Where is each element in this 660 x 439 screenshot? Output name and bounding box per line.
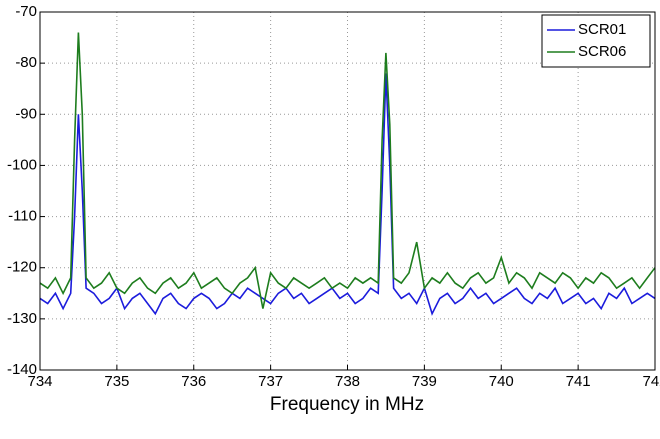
- x-tick-label: 739: [412, 373, 437, 390]
- series-line: [39, 73, 656, 316]
- y-tick-label: -100: [7, 156, 37, 173]
- y-tick-label: -70: [15, 3, 37, 20]
- x-tick-label: 735: [104, 373, 129, 390]
- x-tick-label: 740: [489, 373, 514, 390]
- y-tick-label: -90: [15, 105, 37, 122]
- legend: SCR01 SCR06: [541, 14, 651, 68]
- x-tick-label: 741: [566, 373, 591, 390]
- y-tick-label: -80: [15, 54, 37, 71]
- x-tick-label: 737: [258, 373, 283, 390]
- x-tick-label: 738: [335, 373, 360, 390]
- plot-frame: [39, 11, 656, 371]
- x-tick-label: 736: [181, 373, 206, 390]
- series-line: [39, 32, 656, 309]
- x-tick-label: 742: [642, 373, 660, 390]
- legend-box: [541, 14, 651, 68]
- y-tick-label: -140: [7, 361, 37, 378]
- legend-label: SCR01: [578, 21, 626, 38]
- y-tick-label: -130: [7, 310, 37, 327]
- y-tick-label: -110: [8, 208, 37, 225]
- x-tick-label: 734: [27, 373, 52, 390]
- legend-label: SCR06: [578, 43, 626, 60]
- x-axis-label: Frequency in MHz: [270, 394, 424, 415]
- y-tick-label: -120: [7, 259, 37, 276]
- plot-area: [40, 12, 655, 370]
